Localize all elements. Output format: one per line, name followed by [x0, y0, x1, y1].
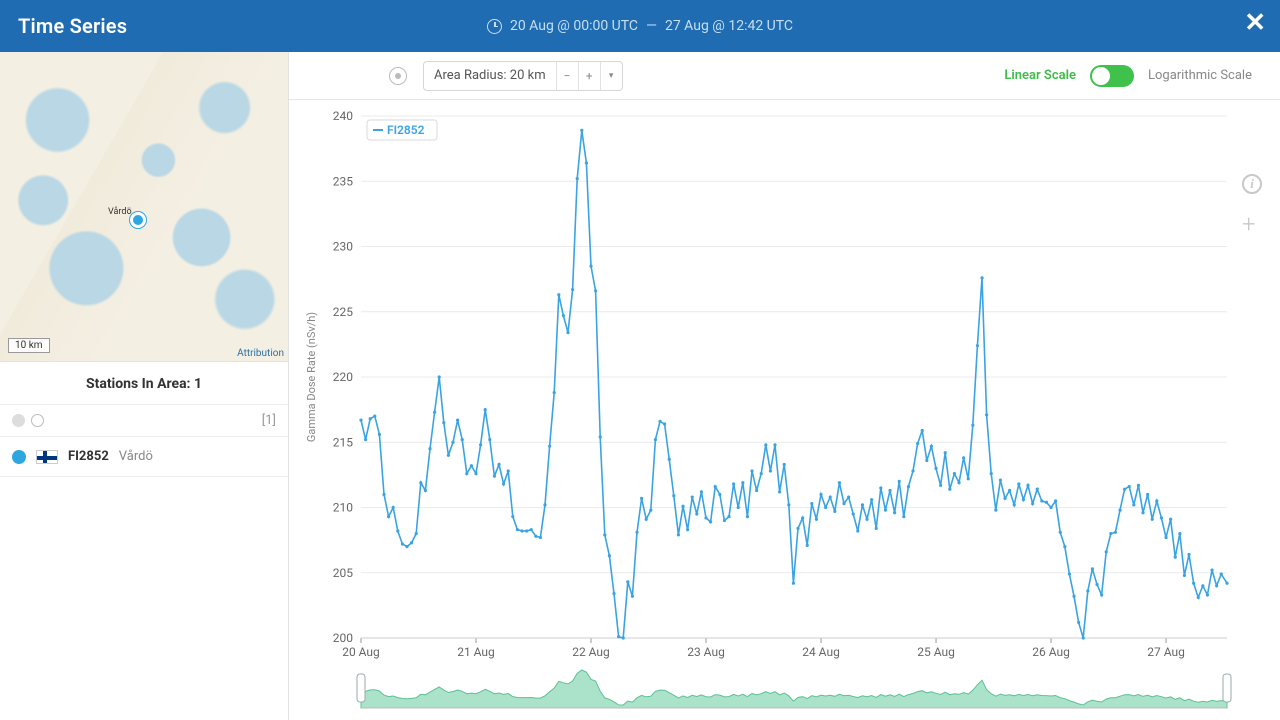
map-scale: 10 km	[8, 338, 50, 353]
svg-text:225: 225	[333, 305, 353, 319]
svg-text:220: 220	[333, 370, 353, 384]
filter-ring-icon[interactable]	[31, 414, 44, 427]
station-status-icon	[12, 450, 26, 464]
header-bar: Time Series 20 Aug @ 00:00 UTC — 27 Aug …	[0, 0, 1280, 52]
map-marker-icon[interactable]	[130, 212, 146, 228]
area-radius-control[interactable]: Area Radius: 20 km − + ▾	[423, 61, 623, 91]
station-list-item[interactable]: FI2852 Vårdö	[0, 437, 288, 477]
svg-text:215: 215	[333, 435, 353, 449]
svg-text:Gamma Dose Rate (nSv/h): Gamma Dose Rate (nSv/h)	[305, 312, 318, 442]
filter-count: [1]	[262, 413, 276, 428]
range-from: 20 Aug @ 00:00 UTC	[510, 18, 638, 34]
station-id: FI2852	[68, 449, 109, 464]
range-to: 27 Aug @ 12:42 UTC	[665, 18, 793, 34]
sidebar: Vårdö 10 km Attribution Stations In Area…	[0, 52, 289, 720]
svg-text:FI2852: FI2852	[387, 123, 425, 137]
map-minimap[interactable]: Vårdö 10 km Attribution	[0, 52, 288, 362]
filter-dot-icon[interactable]	[12, 414, 25, 427]
scale-linear-label[interactable]: Linear Scale	[1004, 68, 1076, 83]
timeseries-chart[interactable]: 200 205 210 215 220 225 230 235 240 Gamma Dose Ra…	[289, 100, 1280, 720]
time-range[interactable]: 20 Aug @ 00:00 UTC — 27 Aug @ 12:42 UTC	[487, 18, 793, 34]
main-panel: Area Radius: 20 km − + ▾ Linear Scale Lo…	[289, 52, 1280, 720]
radius-dropdown-icon[interactable]: ▾	[600, 62, 622, 90]
svg-text:22 Aug: 22 Aug	[572, 645, 610, 659]
stations-count-label: Stations In Area: 1	[0, 362, 288, 405]
radius-decrease-button[interactable]: −	[556, 62, 578, 90]
target-icon[interactable]	[389, 67, 407, 85]
svg-text:20 Aug: 20 Aug	[342, 645, 380, 659]
svg-text:25 Aug: 25 Aug	[917, 645, 955, 659]
svg-text:230: 230	[333, 240, 353, 254]
radius-increase-button[interactable]: +	[578, 62, 600, 90]
svg-text:23 Aug: 23 Aug	[687, 645, 725, 659]
svg-text:240: 240	[333, 109, 353, 123]
chart-toolbar: Area Radius: 20 km − + ▾ Linear Scale Lo…	[289, 52, 1280, 100]
close-icon[interactable]: ✕	[1244, 10, 1266, 36]
svg-text:24 Aug: 24 Aug	[802, 645, 840, 659]
svg-text:235: 235	[333, 174, 353, 188]
svg-text:26 Aug: 26 Aug	[1032, 645, 1070, 659]
map-marker-label: Vårdö	[108, 207, 132, 217]
svg-text:27 Aug: 27 Aug	[1147, 645, 1185, 659]
scale-toggle[interactable]	[1090, 65, 1134, 87]
station-name: Vårdö	[119, 449, 153, 464]
svg-text:200: 200	[333, 631, 353, 645]
station-filter-row: [1]	[0, 405, 288, 437]
scale-log-label[interactable]: Logarithmic Scale	[1148, 68, 1252, 83]
flag-finland-icon	[36, 450, 58, 464]
svg-text:210: 210	[333, 501, 353, 515]
range-sep: —	[646, 18, 657, 34]
radius-label: Area Radius: 20 km	[424, 68, 556, 83]
svg-text:205: 205	[333, 566, 353, 580]
svg-text:21 Aug: 21 Aug	[457, 645, 495, 659]
map-attribution[interactable]: Attribution	[237, 348, 284, 359]
clock-icon	[487, 19, 502, 34]
page-title: Time Series	[18, 14, 127, 38]
